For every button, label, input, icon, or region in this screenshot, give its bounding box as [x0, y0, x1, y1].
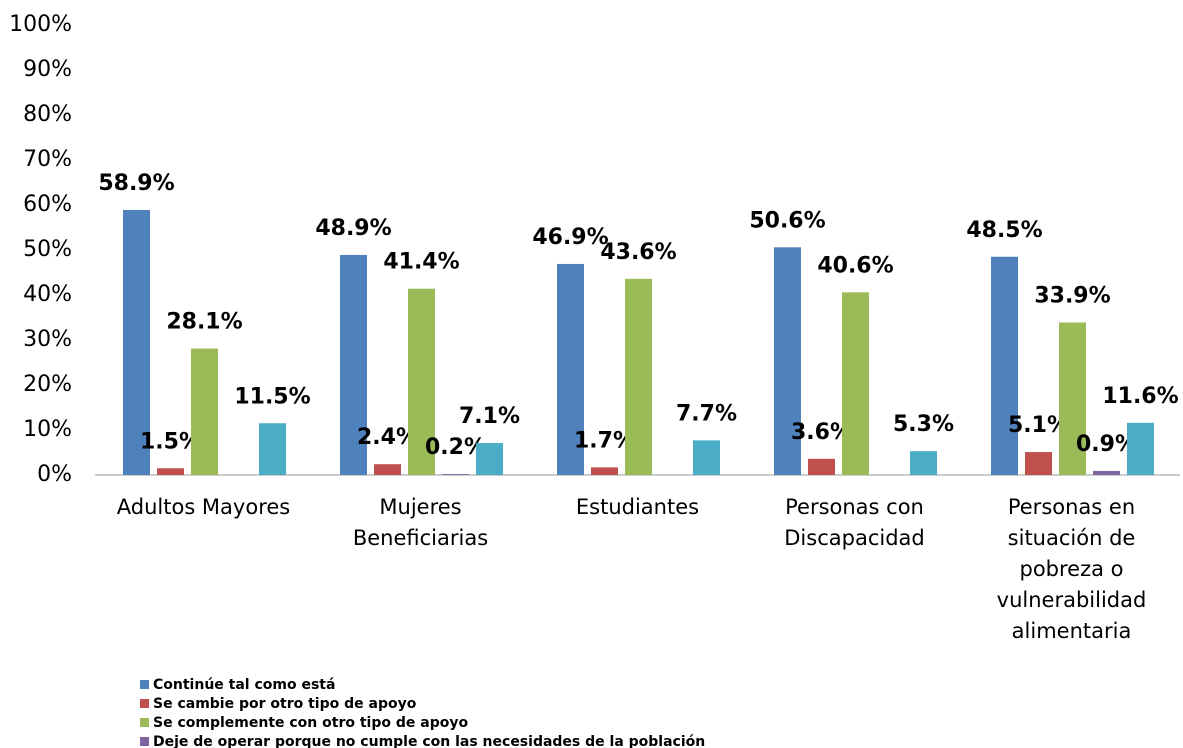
data-label: 48.5% — [966, 218, 1042, 243]
bar — [340, 254, 367, 475]
legend-swatch — [140, 699, 149, 708]
y-tick-label: 100% — [9, 12, 72, 37]
data-label: 41.4% — [383, 250, 459, 275]
data-label: 50.6% — [749, 208, 825, 233]
bar — [157, 468, 184, 475]
y-tick-label: 90% — [23, 57, 72, 82]
data-label: 58.9% — [98, 171, 174, 196]
data-label: 33.9% — [1034, 283, 1110, 308]
x-tick-label: Adultos Mayores — [116, 495, 291, 519]
data-label: 0.9% — [1076, 432, 1137, 457]
data-label: 2.4% — [357, 425, 418, 450]
legend-swatch — [140, 718, 149, 727]
data-label: 5.1% — [1008, 413, 1069, 438]
x-tick-label: Estudiantes — [575, 495, 700, 519]
data-label: 1.7% — [574, 428, 635, 453]
data-label: 43.6% — [600, 240, 676, 265]
bar — [1059, 322, 1086, 475]
bar — [476, 443, 503, 475]
x-tick-label: Mujeres Beneficiarias — [352, 495, 489, 550]
y-tick-label: 60% — [23, 192, 72, 217]
y-tick-label: 40% — [23, 282, 72, 307]
bar — [1093, 470, 1120, 475]
data-label: 0.2% — [425, 435, 486, 460]
legend-label: Deje de operar porque no cumple con las … — [153, 734, 705, 748]
y-tick-label: 20% — [23, 372, 72, 397]
y-tick-label: 80% — [23, 102, 72, 127]
bar — [808, 458, 835, 475]
data-label: 3.6% — [791, 420, 852, 445]
data-label: 48.9% — [315, 216, 391, 241]
bar — [991, 256, 1018, 475]
data-label: 28.1% — [166, 310, 242, 335]
bar — [191, 348, 218, 475]
y-tick-label: 0% — [37, 462, 72, 487]
y-tick-label: 50% — [23, 237, 72, 262]
data-label: 40.6% — [817, 253, 893, 278]
bar — [910, 451, 937, 475]
y-tick-label: 70% — [23, 147, 72, 172]
y-tick-label: 10% — [23, 417, 72, 442]
bar — [259, 423, 286, 475]
bar — [408, 288, 435, 475]
y-tick-label: 30% — [23, 327, 72, 352]
data-label: 46.9% — [532, 225, 608, 250]
legend-swatch — [140, 680, 149, 689]
bar — [625, 278, 652, 475]
bar — [557, 263, 584, 475]
bar — [693, 440, 720, 475]
legend-label: Se cambie por otro tipo de apoyo — [153, 696, 417, 712]
bar — [1025, 452, 1052, 475]
legend-label: Se complemente con otro tipo de apoyo — [153, 715, 468, 731]
legend-swatch — [140, 737, 149, 746]
data-label: 1.5% — [140, 429, 201, 454]
bar — [842, 292, 869, 475]
data-label: 7.1% — [459, 404, 520, 429]
bar — [374, 464, 401, 475]
bar — [442, 474, 469, 475]
legend-label: Continúe tal como está — [153, 677, 335, 693]
data-label: 11.5% — [234, 384, 310, 409]
x-tick-label: Personas en situación de pobreza o vulne… — [996, 495, 1147, 643]
data-label: 5.3% — [893, 412, 954, 437]
data-label: 7.7% — [676, 401, 737, 426]
bar — [774, 247, 801, 475]
data-label: 11.6% — [1102, 384, 1178, 409]
x-tick-label: Personas con Discapacidad — [784, 495, 925, 550]
bar — [123, 209, 150, 475]
bar — [591, 467, 618, 475]
bar — [1127, 422, 1154, 475]
